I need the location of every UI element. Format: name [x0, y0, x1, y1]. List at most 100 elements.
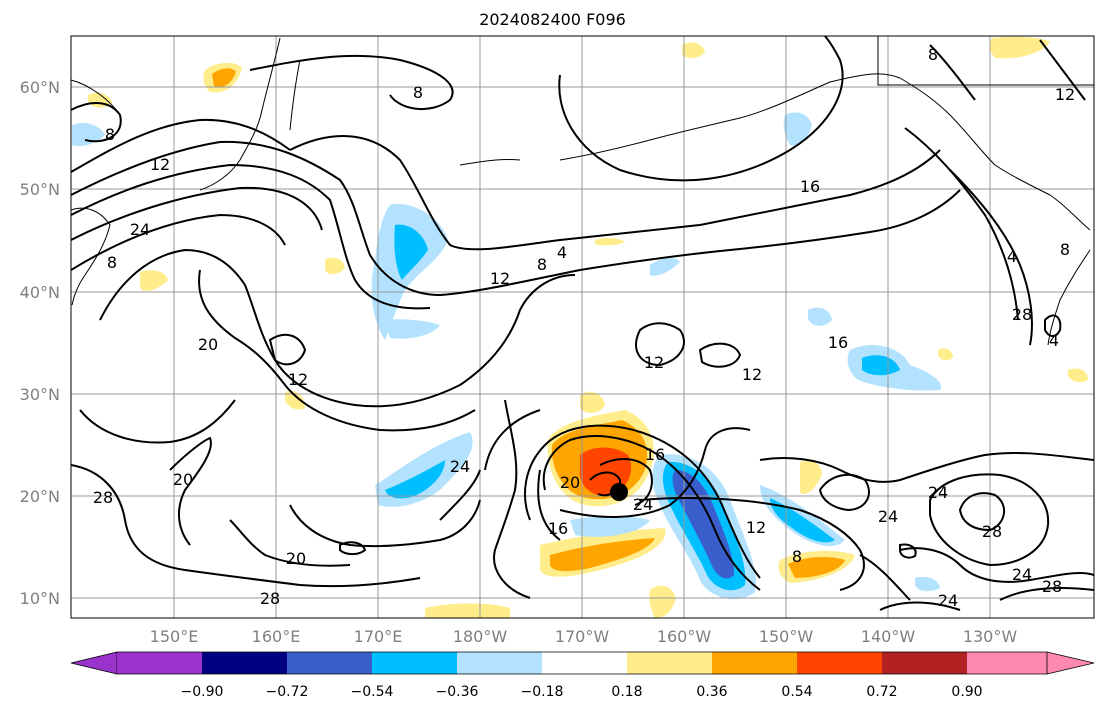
negative-anomaly-region	[650, 258, 680, 276]
colorbar-tick-label: −0.18	[521, 684, 564, 700]
positive-anomaly-region	[285, 390, 305, 410]
contour-label: 28	[1012, 305, 1032, 324]
contour-label: 12	[1055, 85, 1075, 104]
coastlines	[71, 37, 1091, 346]
contour-line	[558, 36, 844, 182]
contour-line	[958, 492, 1005, 532]
colorbar-outline	[117, 651, 1047, 675]
contour-line	[524, 424, 761, 579]
contour-line	[71, 118, 291, 173]
contour-label: 12	[746, 518, 766, 537]
contour-line	[589, 471, 622, 497]
contour-label: 12	[742, 365, 762, 384]
contour-line	[268, 333, 307, 366]
contour-line	[904, 127, 1019, 321]
coastline	[199, 37, 281, 191]
colorbar-segment	[542, 652, 627, 674]
contour-label: 16	[548, 519, 568, 538]
contour-line	[999, 587, 1094, 601]
negative-anomaly-region	[72, 123, 105, 147]
contour-label: 16	[828, 333, 848, 352]
positive-anomaly-region	[550, 538, 655, 572]
contour-label: 8	[107, 253, 117, 272]
contour-label: 20	[286, 549, 306, 568]
contour-label: 24	[130, 220, 150, 239]
contour-line	[559, 427, 751, 518]
colorbar-segment	[627, 652, 712, 674]
contour-line	[949, 169, 1033, 346]
negative-anomaly-region	[570, 516, 650, 537]
colorbar-extend-max	[1046, 651, 1095, 675]
lon-label: 170°E	[354, 627, 403, 646]
coastline	[559, 73, 901, 161]
lon-label: 150°W	[759, 627, 814, 646]
lon-label: 160°E	[252, 627, 301, 646]
colorbar-tick-label: 0.18	[611, 684, 642, 700]
lat-label: 50°N	[20, 180, 60, 199]
contour-label: 8	[792, 547, 802, 566]
contour-label: 20	[173, 470, 193, 489]
contour-label: 8	[413, 83, 423, 102]
contour-line	[71, 213, 286, 271]
colorbar-tick-label: 0.72	[866, 684, 897, 700]
positive-anomaly-region	[580, 391, 605, 413]
lon-label: 140°W	[861, 627, 916, 646]
positive-anomaly-region	[649, 585, 676, 618]
contour-label: 28	[982, 522, 1002, 541]
contour-label: 8	[105, 125, 115, 144]
contour-line	[1044, 314, 1062, 337]
inset-box	[877, 36, 1094, 86]
negative-anomaly-region	[915, 576, 940, 592]
contour-line	[493, 399, 531, 599]
contour-label: 20	[198, 335, 218, 354]
positive-anomaly-region	[325, 257, 345, 275]
contour-line	[542, 435, 761, 591]
colorbar-tick-label: −0.36	[436, 684, 479, 700]
colorbar-segment	[372, 652, 457, 674]
lon-label: 160°W	[657, 627, 712, 646]
longitude-labels: 150°E 160°E 170°E 180°W 170°W 160°W 150°…	[150, 627, 1018, 646]
contour-label: 28	[260, 589, 280, 608]
contour-label: 4	[1049, 331, 1059, 350]
negative-anomaly-region	[385, 460, 445, 499]
positive-anomaly-region	[682, 42, 705, 59]
lat-label: 10°N	[20, 589, 60, 608]
colorbar-tick-labels: −0.90 −0.72 −0.54 −0.36 −0.18 0.18 0.36 …	[181, 684, 983, 700]
contour-label: 24	[633, 495, 653, 514]
lat-label: 40°N	[20, 283, 60, 302]
positive-anomaly-region	[989, 36, 1050, 59]
contour-label: 8	[65, 305, 75, 324]
contour-label: 12	[288, 370, 308, 389]
contour-line	[169, 436, 212, 546]
gridlines	[71, 36, 1094, 618]
contour-line	[818, 473, 870, 512]
contour-label: 28	[1042, 577, 1062, 596]
contour-line	[639, 497, 865, 591]
contour-line	[599, 458, 653, 506]
lon-label: 180°W	[453, 627, 508, 646]
lon-label: 170°W	[555, 627, 610, 646]
positive-anomaly-region	[212, 68, 236, 88]
colorbar-tick-label: −0.90	[181, 684, 224, 700]
lon-label: 150°E	[150, 627, 199, 646]
storm-center-marker	[610, 483, 628, 501]
colorbar	[70, 651, 1095, 675]
colorbar-segment	[457, 652, 542, 674]
positive-anomaly-region	[938, 348, 953, 361]
contour-label: 8	[1060, 240, 1070, 259]
contour-label: 28	[93, 488, 113, 507]
contour-label: 24	[878, 507, 898, 526]
lat-label: 20°N	[20, 487, 60, 506]
positive-anomaly-region	[140, 270, 168, 291]
colorbar-segment	[882, 652, 967, 674]
contour-label: 4	[1007, 247, 1017, 266]
contour-line	[698, 342, 742, 368]
contour-line	[929, 44, 976, 101]
negative-anomaly-region	[760, 485, 845, 547]
contour-label: 24	[928, 483, 948, 502]
coastline	[899, 77, 1091, 231]
coastline	[459, 159, 521, 166]
plot-frame	[70, 35, 1095, 619]
colorbar-segment	[967, 652, 1047, 674]
negative-anomaly-region	[808, 307, 832, 326]
